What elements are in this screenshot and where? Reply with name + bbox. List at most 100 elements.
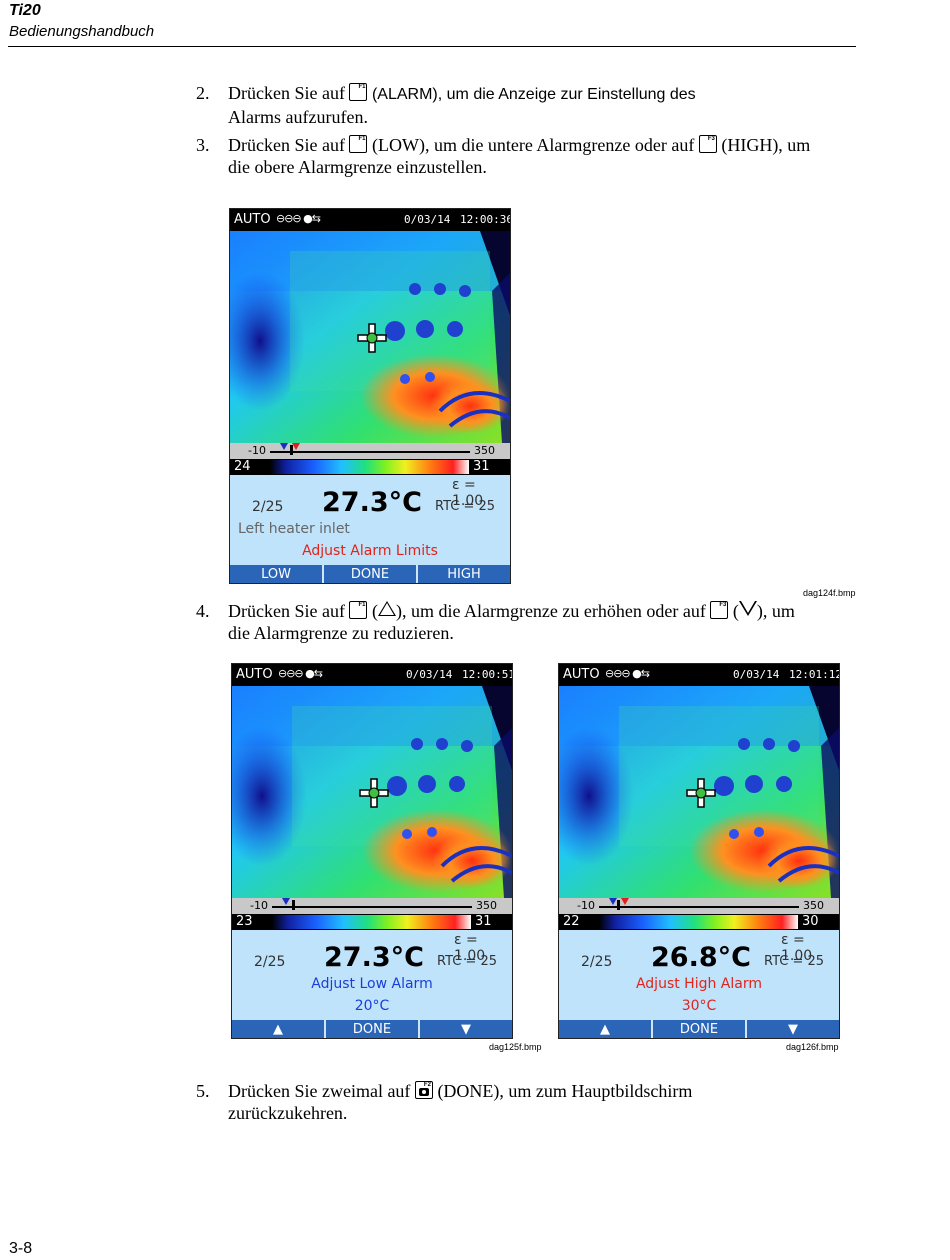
step-text: die obere Alarmgrenze einzustellen. <box>228 157 487 177</box>
f1-key-icon: F1 <box>349 83 368 101</box>
alarm-value: 30°C <box>681 998 717 1014</box>
high-alarm-marker-icon <box>621 898 629 905</box>
scale-max: 350 <box>803 899 824 912</box>
temperature-reading: 27.3°C <box>322 487 422 518</box>
mode-label: Adjust Alarm Limits <box>302 543 438 559</box>
header-title: Ti20 <box>9 2 41 19</box>
image-count: 2/25 <box>254 954 286 970</box>
palette-bar: 23 31 <box>232 914 512 930</box>
status-bar: AUTO ⊖⊖⊖ ●⇆ 0/03/14 12:00:36 <box>230 209 510 231</box>
mode-label: Adjust High Alarm <box>635 976 763 992</box>
step-number: 2. <box>196 83 210 103</box>
softkey-up[interactable]: ▲ <box>232 1020 326 1038</box>
step-number: 5. <box>196 1081 210 1101</box>
palette-low: 24 <box>234 459 251 474</box>
low-alarm-marker-icon <box>280 443 288 450</box>
rtc-value: RTC = 25 <box>764 954 825 969</box>
palette-low: 22 <box>563 914 580 929</box>
device-screen-high-alarm: AUTO ⊖⊖⊖ ●⇆ 0/03/14 12:01:12 -10 350 22 … <box>558 663 840 1039</box>
step-text: (LOW), um die untere Alarmgrenze oder au… <box>371 135 695 155</box>
figure-caption: dag125f.bmp <box>489 1042 542 1052</box>
emissivity: ε = 1.00 <box>781 932 813 964</box>
auto-label: AUTO <box>234 212 271 227</box>
time: 12:00:51 <box>462 668 513 681</box>
crosshair-icon <box>359 778 389 808</box>
palette-high: 30 <box>802 914 819 929</box>
temperature-scale: -10 350 <box>232 898 512 914</box>
temperature-scale: -10 350 <box>559 898 839 914</box>
step-text: Drücken Sie zweimal auf <box>228 1081 411 1101</box>
alarm-value: 20°C <box>354 998 390 1014</box>
palette-high: 31 <box>475 914 492 929</box>
time: 12:00:36 <box>460 213 511 226</box>
step-text: ( <box>371 601 378 621</box>
temperature-reading: 27.3°C <box>324 942 424 973</box>
date: 0/03/14 <box>404 213 451 226</box>
softkey-up[interactable]: ▲ <box>559 1020 653 1038</box>
span-marker-icon <box>290 445 293 455</box>
f1-key-icon: F1 <box>349 601 368 619</box>
figure-caption: dag126f.bmp <box>786 1042 839 1052</box>
step-number: 3. <box>196 135 210 155</box>
image-count: 2/25 <box>252 499 284 515</box>
image-label: Left heater inlet <box>238 521 350 537</box>
mode-label: Adjust Low Alarm <box>311 976 433 992</box>
span-marker-icon <box>292 900 295 910</box>
step-text: Drücken Sie auf <box>228 135 345 155</box>
date: 0/03/14 <box>733 668 780 681</box>
up-triangle-icon <box>377 601 396 616</box>
step-3: 3. Drücken Sie auf F1 (LOW), um die unte… <box>196 134 856 178</box>
softkey-done[interactable]: DONE <box>324 565 418 583</box>
palette-high: 31 <box>473 459 490 474</box>
step-5: 5. Drücken Sie zweimal auf F2 (DONE), um… <box>196 1080 856 1124</box>
high-alarm-marker-icon <box>292 443 300 450</box>
step-text: Drücken Sie auf <box>228 601 345 621</box>
scale-max: 350 <box>476 899 497 912</box>
emissivity: ε = 1.00 <box>454 932 486 964</box>
date: 0/03/14 <box>406 668 453 681</box>
battery-usb-icon: ⊖⊖⊖ ●⇆ <box>276 212 321 225</box>
softkey-down[interactable]: ▼ <box>788 1022 798 1037</box>
softkey-done[interactable]: DONE <box>326 1020 420 1038</box>
time: 12:01:12 <box>789 668 840 681</box>
step-text: ), um die Alarmgrenze zu erhöhen oder au… <box>395 601 706 621</box>
softkey-down[interactable]: ▼ <box>461 1022 471 1037</box>
step-number: 4. <box>196 601 210 621</box>
crosshair-icon <box>686 778 716 808</box>
info-panel: ε = 1.00 2/25 27.3°C RTC = 25 Left heate… <box>230 475 510 565</box>
softkey-low[interactable]: LOW <box>230 565 324 583</box>
softkey-bar: ▲ DONE ▼ <box>232 1020 512 1038</box>
figure-caption: dag124f.bmp <box>803 588 856 598</box>
temperature-reading: 26.8°C <box>651 942 751 973</box>
span-marker-icon <box>617 900 620 910</box>
softkey-bar: ▲ DONE ▼ <box>559 1020 839 1038</box>
battery-usb-icon: ⊖⊖⊖ ●⇆ <box>605 667 650 680</box>
step-text: Drücken Sie auf <box>228 83 345 103</box>
palette-bar: 24 31 <box>230 459 510 475</box>
temperature-scale: -10 350 <box>230 443 510 459</box>
f1-key-icon: F1 <box>349 135 368 153</box>
status-bar: AUTO ⊖⊖⊖ ●⇆ 0/03/14 12:00:51 <box>232 664 512 686</box>
page-number: 3-8 <box>9 1240 33 1257</box>
step-text: Alarms aufzurufen. <box>228 107 368 127</box>
step-2: 2. Drücken Sie auf F1 (ALARM), um die An… <box>196 82 856 128</box>
header-subtitle: Bedienungshandbuch <box>9 23 155 40</box>
crosshair-icon <box>357 323 387 353</box>
softkey-high[interactable]: HIGH <box>447 567 481 582</box>
palette-low: 23 <box>236 914 253 929</box>
scale-min: -10 <box>250 899 268 912</box>
image-count: 2/25 <box>581 954 613 970</box>
device-screen-alarm-limits: AUTO ⊖⊖⊖ ●⇆ 0/03/14 12:00:36 -10 350 24 … <box>229 208 511 584</box>
info-panel: ε = 1.00 2/25 26.8°C RTC = 25 Adjust Hig… <box>559 930 839 1020</box>
step-text: zurückzukehren. <box>228 1103 348 1123</box>
palette-bar: 22 30 <box>559 914 839 930</box>
softkey-done[interactable]: DONE <box>653 1020 747 1038</box>
auto-label: AUTO <box>563 667 600 682</box>
device-screen-low-alarm: AUTO ⊖⊖⊖ ●⇆ 0/03/14 12:00:51 -10 350 23 … <box>231 663 513 1039</box>
f3-key-icon: F3 <box>698 135 717 153</box>
down-triangle-icon <box>738 601 757 616</box>
auto-label: AUTO <box>236 667 273 682</box>
softkey-bar: LOW DONE HIGH <box>230 565 510 583</box>
step-text: ( <box>732 601 739 621</box>
status-bar: AUTO ⊖⊖⊖ ●⇆ 0/03/14 12:01:12 <box>559 664 839 686</box>
